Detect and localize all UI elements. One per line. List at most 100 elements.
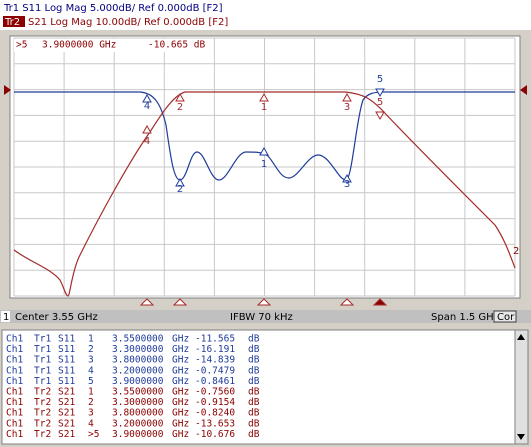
marker-label: 2 [177, 184, 183, 195]
table-cell: Tr1 [34, 344, 51, 355]
table-cell: S11 [58, 376, 75, 387]
status-span: Span 1.5 GHz [431, 312, 499, 323]
table-cell: 2 [88, 344, 94, 355]
table-cell: dB [248, 397, 260, 408]
marker-table: Ch1 Tr1 S11 1 3.5500000 GHz -11.565 dB Ch1 Tr1 S11… [6, 334, 260, 440]
marker-triangle [142, 124, 152, 134]
table-cell: S11 [58, 344, 75, 355]
table-cell: Tr2 [34, 387, 51, 398]
scrollbar[interactable] [514, 329, 529, 445]
table-cell: Ch1 [6, 408, 23, 419]
table-cell: GHz [172, 355, 189, 366]
table-cell: Ch1 [6, 365, 23, 376]
table-cell: -13.653 [195, 418, 235, 429]
table-cell: 4 [88, 365, 94, 376]
table-cell: 3.5500000 [112, 387, 164, 398]
table-cell: Ch1 [6, 355, 23, 366]
trace2-header: S21 Log Mag 10.00dB/ Ref 0.000dB [F2] [28, 17, 228, 28]
table-cell: -0.8240 [195, 408, 235, 419]
marker-label: 3 [344, 179, 350, 190]
status-ifbw: IFBW 70 kHz [230, 312, 293, 323]
table-cell: Ch1 [6, 376, 23, 387]
table-cell: dB [248, 344, 260, 355]
table-cell: Tr2 [34, 408, 51, 419]
stimulus-marker [372, 298, 388, 306]
marker-triangle [342, 92, 352, 102]
trace1-header: Tr1 S11 Log Mag 5.000dB/ Ref 0.000dB [F2… [3, 3, 223, 14]
table-cell: 3.8000000 [112, 355, 164, 366]
table-cell: -14.839 [195, 355, 235, 366]
table-cell: 4 [88, 418, 94, 429]
marker-label: 1 [261, 102, 267, 113]
table-cell: -11.565 [195, 334, 235, 345]
cor-box[interactable] [493, 310, 517, 323]
table-cell: S21 [58, 387, 75, 398]
table-cell: 5 [88, 376, 94, 387]
readout-bg [14, 39, 204, 52]
table-cell: 3.2000000 [112, 365, 164, 376]
table-cell: dB [248, 365, 260, 376]
marker-label: 5 [377, 74, 383, 85]
status-correction[interactable]: Cor [497, 312, 515, 323]
marker-table-bg [1, 329, 516, 445]
table-cell: 3.3000000 [112, 344, 164, 355]
table-cell: -0.9154 [195, 397, 235, 408]
stimulus-marker [172, 298, 188, 306]
table-cell: GHz [172, 397, 189, 408]
table-cell: Tr2 [34, 429, 51, 440]
table-cell: Ch1 [6, 397, 23, 408]
table-cell: Tr1 [34, 355, 51, 366]
table-cell: 3 [88, 355, 94, 366]
table-cell: -16.191 [195, 344, 235, 355]
table-cell: S21 [58, 397, 75, 408]
table-cell: S11 [58, 334, 75, 345]
ref-marker-left [4, 85, 11, 95]
markers: 4 2 1 3 5 4 2 1 3 5 [139, 74, 388, 306]
table-cell: dB [248, 376, 260, 387]
status-channel: 1 [3, 312, 9, 323]
trace-label: 2 [513, 246, 519, 257]
marker-label: 3 [344, 102, 350, 113]
table-cell: Tr1 [34, 334, 51, 345]
header-bg [0, 0, 531, 30]
scroll-up[interactable] [517, 334, 525, 340]
table-cell: GHz [172, 344, 189, 355]
table-cell: GHz [172, 429, 189, 440]
marker-label: 2 [177, 102, 183, 113]
marker-triangle [259, 92, 269, 102]
table-cell: 1 [88, 334, 94, 345]
marker-label: 4 [144, 136, 150, 147]
table-cell: Ch1 [6, 334, 23, 345]
scroll-down[interactable] [517, 434, 525, 440]
table-cell: >5 [88, 429, 99, 440]
table-cell: S21 [58, 418, 75, 429]
table-cell: GHz [172, 365, 189, 376]
table-cell: dB [248, 418, 260, 429]
table-cell: Tr1 [34, 376, 51, 387]
table-cell: Ch1 [6, 418, 23, 429]
stimulus-marker [339, 298, 355, 306]
table-cell: -0.7479 [195, 365, 235, 376]
table-cell: 2 [88, 397, 94, 408]
table-cell: Tr1 [34, 365, 51, 376]
readout-value: -10.665 dB [148, 40, 205, 51]
table-cell: S11 [58, 355, 75, 366]
marker-triangle [142, 93, 152, 103]
marker-label: 4 [144, 101, 150, 112]
ref-marker-right [520, 85, 527, 95]
table-cell: 3.5500000 [112, 334, 164, 345]
table-cell: S21 [58, 408, 75, 419]
table-cell: dB [248, 408, 260, 419]
marker-triangle [259, 146, 269, 156]
table-cell: Ch1 [6, 344, 23, 355]
marker-label: 1 [261, 159, 267, 170]
marker-triangle [175, 92, 185, 102]
table-cell: Ch1 [6, 387, 23, 398]
readout-marker: >5 [16, 40, 27, 51]
table-cell: -0.8461 [195, 376, 235, 387]
marker-triangle [375, 88, 385, 98]
trace2-tag: Tr2 [4, 17, 20, 28]
table-cell: 3.9000000 [112, 429, 164, 440]
table-cell: GHz [172, 376, 189, 387]
